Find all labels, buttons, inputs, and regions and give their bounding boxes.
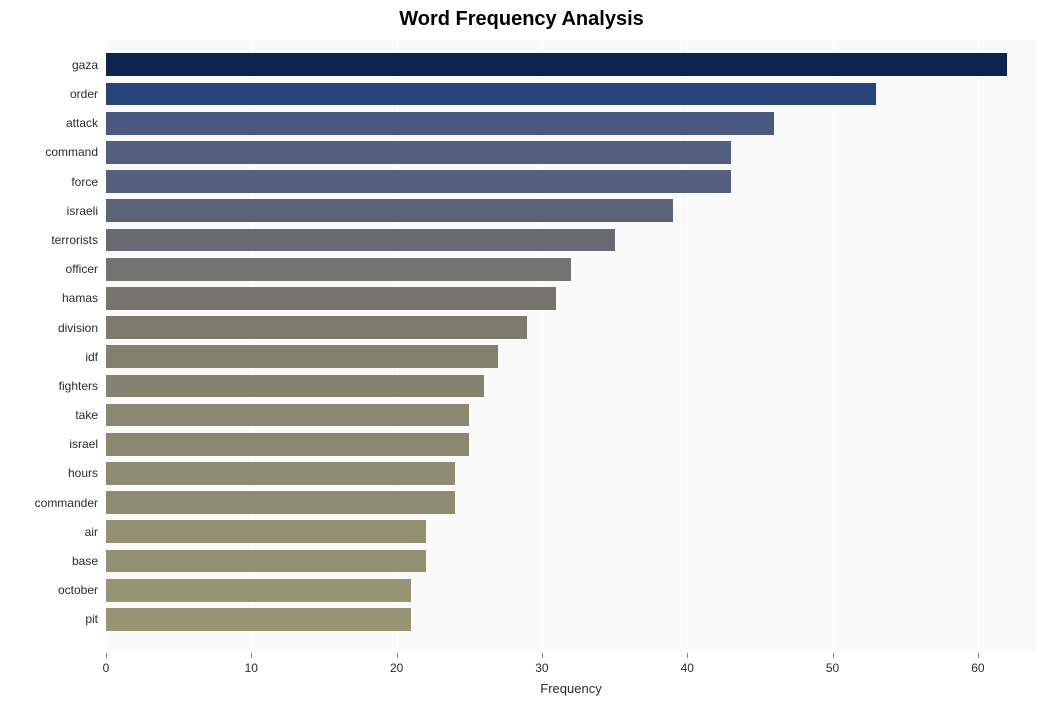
- bar: [106, 491, 455, 514]
- y-tick-label: pit: [0, 612, 98, 626]
- y-tick-label: hamas: [0, 291, 98, 305]
- y-tick-label: base: [0, 554, 98, 568]
- y-tick-label: gaza: [0, 58, 98, 72]
- y-tick-label: command: [0, 145, 98, 159]
- grid-line: [978, 40, 979, 653]
- y-tick-label: israeli: [0, 204, 98, 218]
- y-tick-label: take: [0, 408, 98, 422]
- x-tick-mark: [397, 653, 398, 658]
- x-tick-label: 60: [971, 661, 984, 675]
- x-tick-mark: [833, 653, 834, 658]
- x-tick-mark: [978, 653, 979, 658]
- y-tick-label: commander: [0, 496, 98, 510]
- y-tick-label: idf: [0, 350, 98, 364]
- bar: [106, 608, 411, 631]
- bar: [106, 520, 426, 543]
- x-tick-mark: [687, 653, 688, 658]
- y-tick-label: division: [0, 321, 98, 335]
- x-tick-label: 40: [681, 661, 694, 675]
- bar: [106, 112, 774, 135]
- bar: [106, 375, 484, 398]
- grid-line: [833, 40, 834, 653]
- x-axis-title: Frequency: [106, 681, 1036, 696]
- y-tick-label: october: [0, 583, 98, 597]
- bar: [106, 141, 731, 164]
- bar: [106, 170, 731, 193]
- x-tick-label: 20: [390, 661, 403, 675]
- bar: [106, 53, 1007, 76]
- bar: [106, 462, 455, 485]
- y-tick-label: terrorists: [0, 233, 98, 247]
- bar: [106, 287, 556, 310]
- x-tick-label: 0: [103, 661, 110, 675]
- bar: [106, 83, 876, 106]
- bar: [106, 199, 673, 222]
- x-tick-mark: [251, 653, 252, 658]
- y-tick-label: officer: [0, 262, 98, 276]
- chart-title: Word Frequency Analysis: [0, 8, 1043, 31]
- x-tick-mark: [542, 653, 543, 658]
- x-tick-label: 30: [535, 661, 548, 675]
- bar: [106, 229, 615, 252]
- y-tick-label: hours: [0, 466, 98, 480]
- y-tick-label: attack: [0, 116, 98, 130]
- bar: [106, 258, 571, 281]
- y-tick-label: fighters: [0, 379, 98, 393]
- bar: [106, 550, 426, 573]
- y-tick-label: force: [0, 175, 98, 189]
- y-tick-label: air: [0, 525, 98, 539]
- x-tick-mark: [106, 653, 107, 658]
- bar: [106, 433, 469, 456]
- x-tick-label: 10: [245, 661, 258, 675]
- bar: [106, 579, 411, 602]
- bar: [106, 316, 527, 339]
- y-tick-label: israel: [0, 437, 98, 451]
- y-tick-label: order: [0, 87, 98, 101]
- bar: [106, 345, 498, 368]
- x-tick-label: 50: [826, 661, 839, 675]
- bar: [106, 404, 469, 427]
- plot-area: [106, 40, 1036, 653]
